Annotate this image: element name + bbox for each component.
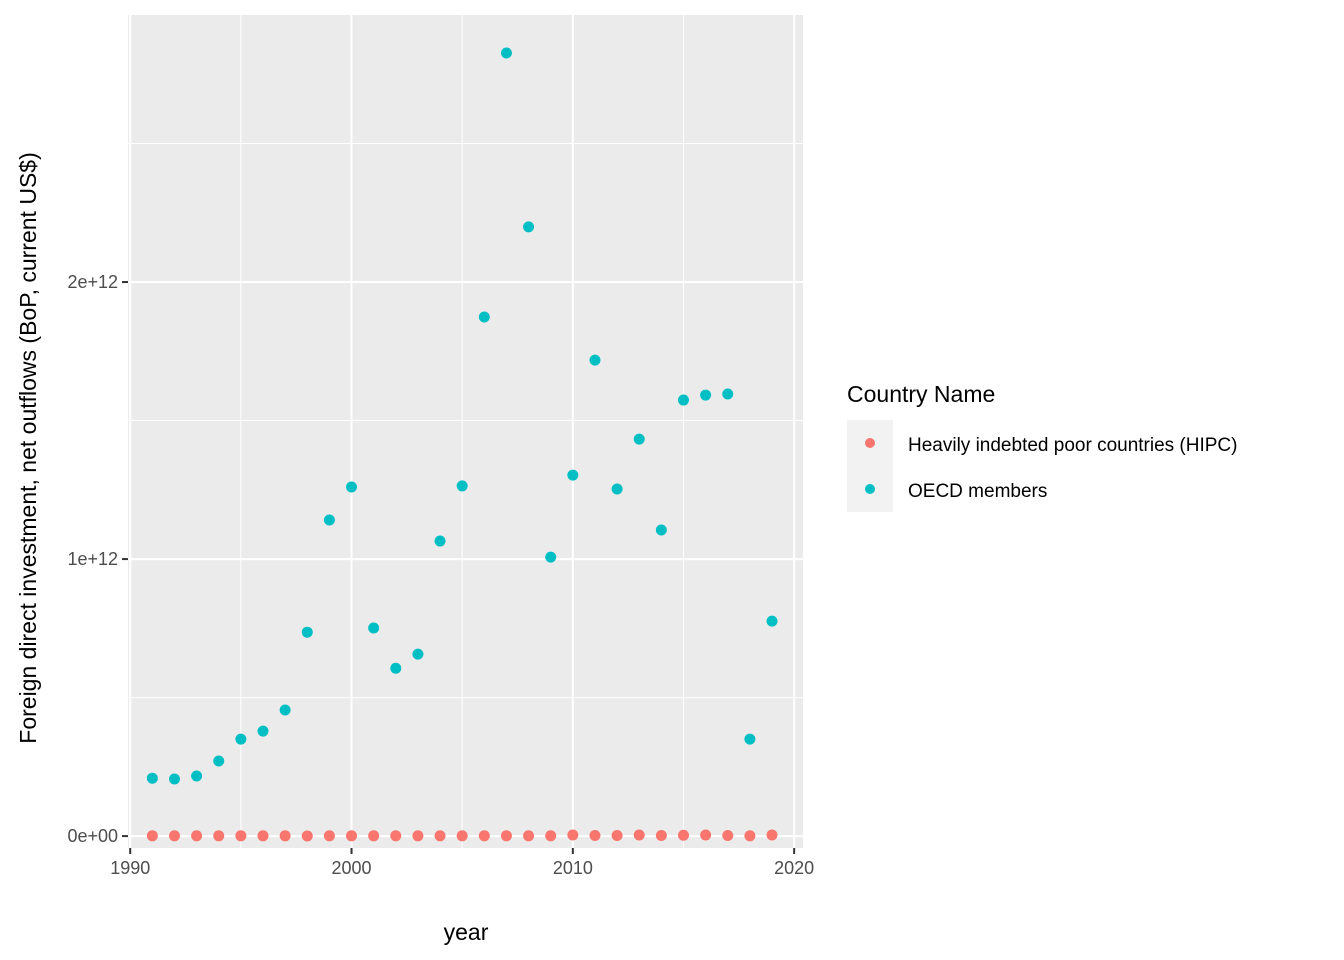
oecd-point <box>146 772 158 784</box>
oecd-point <box>478 311 490 323</box>
hipc-point <box>744 830 756 842</box>
y-axis-label: Foreign direct investment, net outflows … <box>15 152 41 743</box>
oecd-point <box>722 388 734 400</box>
hipc-point <box>191 830 203 842</box>
legend-title: Country Name <box>847 381 995 407</box>
oecd-point <box>611 483 623 495</box>
oecd-point <box>168 773 180 785</box>
oecd-point <box>545 551 557 563</box>
hipc-point <box>235 830 247 842</box>
hipc-point <box>567 829 579 841</box>
oecd-point <box>412 648 424 660</box>
hipc-point <box>412 830 424 842</box>
oecd-point <box>633 433 645 445</box>
oecd-point <box>456 480 468 492</box>
hipc-point <box>589 830 601 842</box>
legend-key-hipc <box>865 438 875 448</box>
oecd-point <box>257 725 269 737</box>
x-tick-label: 2010 <box>553 858 593 878</box>
oecd-point <box>301 626 313 638</box>
hipc-point <box>257 830 269 842</box>
oecd-point <box>434 535 446 547</box>
hipc-point <box>390 830 402 842</box>
y-tick-label: 2e+12 <box>67 272 118 292</box>
x-tick-label: 1990 <box>110 858 150 878</box>
oecd-point <box>655 524 667 536</box>
hipc-point <box>434 830 446 842</box>
y-tick-label: 1e+12 <box>67 549 118 569</box>
oecd-point <box>368 622 380 634</box>
oecd-point <box>191 770 203 782</box>
oecd-point <box>390 662 402 674</box>
oecd-point <box>213 755 225 767</box>
hipc-point <box>368 830 380 842</box>
legend-key-oecd <box>865 484 875 494</box>
hipc-point <box>456 830 468 842</box>
hipc-point <box>677 829 689 841</box>
x-axis-label: year <box>444 919 489 945</box>
hipc-point <box>722 830 734 842</box>
y-tick-label: 0e+00 <box>67 826 118 846</box>
oecd-point <box>766 615 778 627</box>
hipc-point <box>168 830 180 842</box>
hipc-point <box>279 830 291 842</box>
hipc-point <box>766 829 778 841</box>
x-tick-label: 2000 <box>332 858 372 878</box>
oecd-point <box>567 469 579 481</box>
oecd-point <box>323 514 335 526</box>
hipc-point <box>611 830 623 842</box>
hipc-point <box>655 830 667 842</box>
legend-label-oecd: OECD members <box>908 481 1047 502</box>
oecd-point <box>500 47 512 59</box>
hipc-point <box>323 830 335 842</box>
legend: Country Name Heavily indebted poor count… <box>847 381 1238 512</box>
oecd-point <box>677 394 689 406</box>
oecd-point <box>589 354 601 366</box>
hipc-point <box>700 829 712 841</box>
oecd-point <box>700 389 712 401</box>
hipc-point <box>301 830 313 842</box>
hipc-point <box>146 830 158 842</box>
oecd-point <box>279 704 291 716</box>
oecd-point <box>523 221 535 233</box>
hipc-point <box>346 830 358 842</box>
hipc-point <box>545 830 557 842</box>
oecd-point <box>235 733 247 745</box>
hipc-point <box>523 830 535 842</box>
hipc-point <box>500 830 512 842</box>
legend-label-hipc: Heavily indebted poor countries (HIPC) <box>908 435 1238 456</box>
plot-panel <box>128 15 803 848</box>
legend-key-box <box>847 420 893 512</box>
oecd-point <box>744 733 756 745</box>
hipc-point <box>213 830 225 842</box>
hipc-point <box>478 830 490 842</box>
oecd-point <box>346 481 358 493</box>
hipc-point <box>633 829 645 841</box>
x-tick-label: 2020 <box>774 858 814 878</box>
